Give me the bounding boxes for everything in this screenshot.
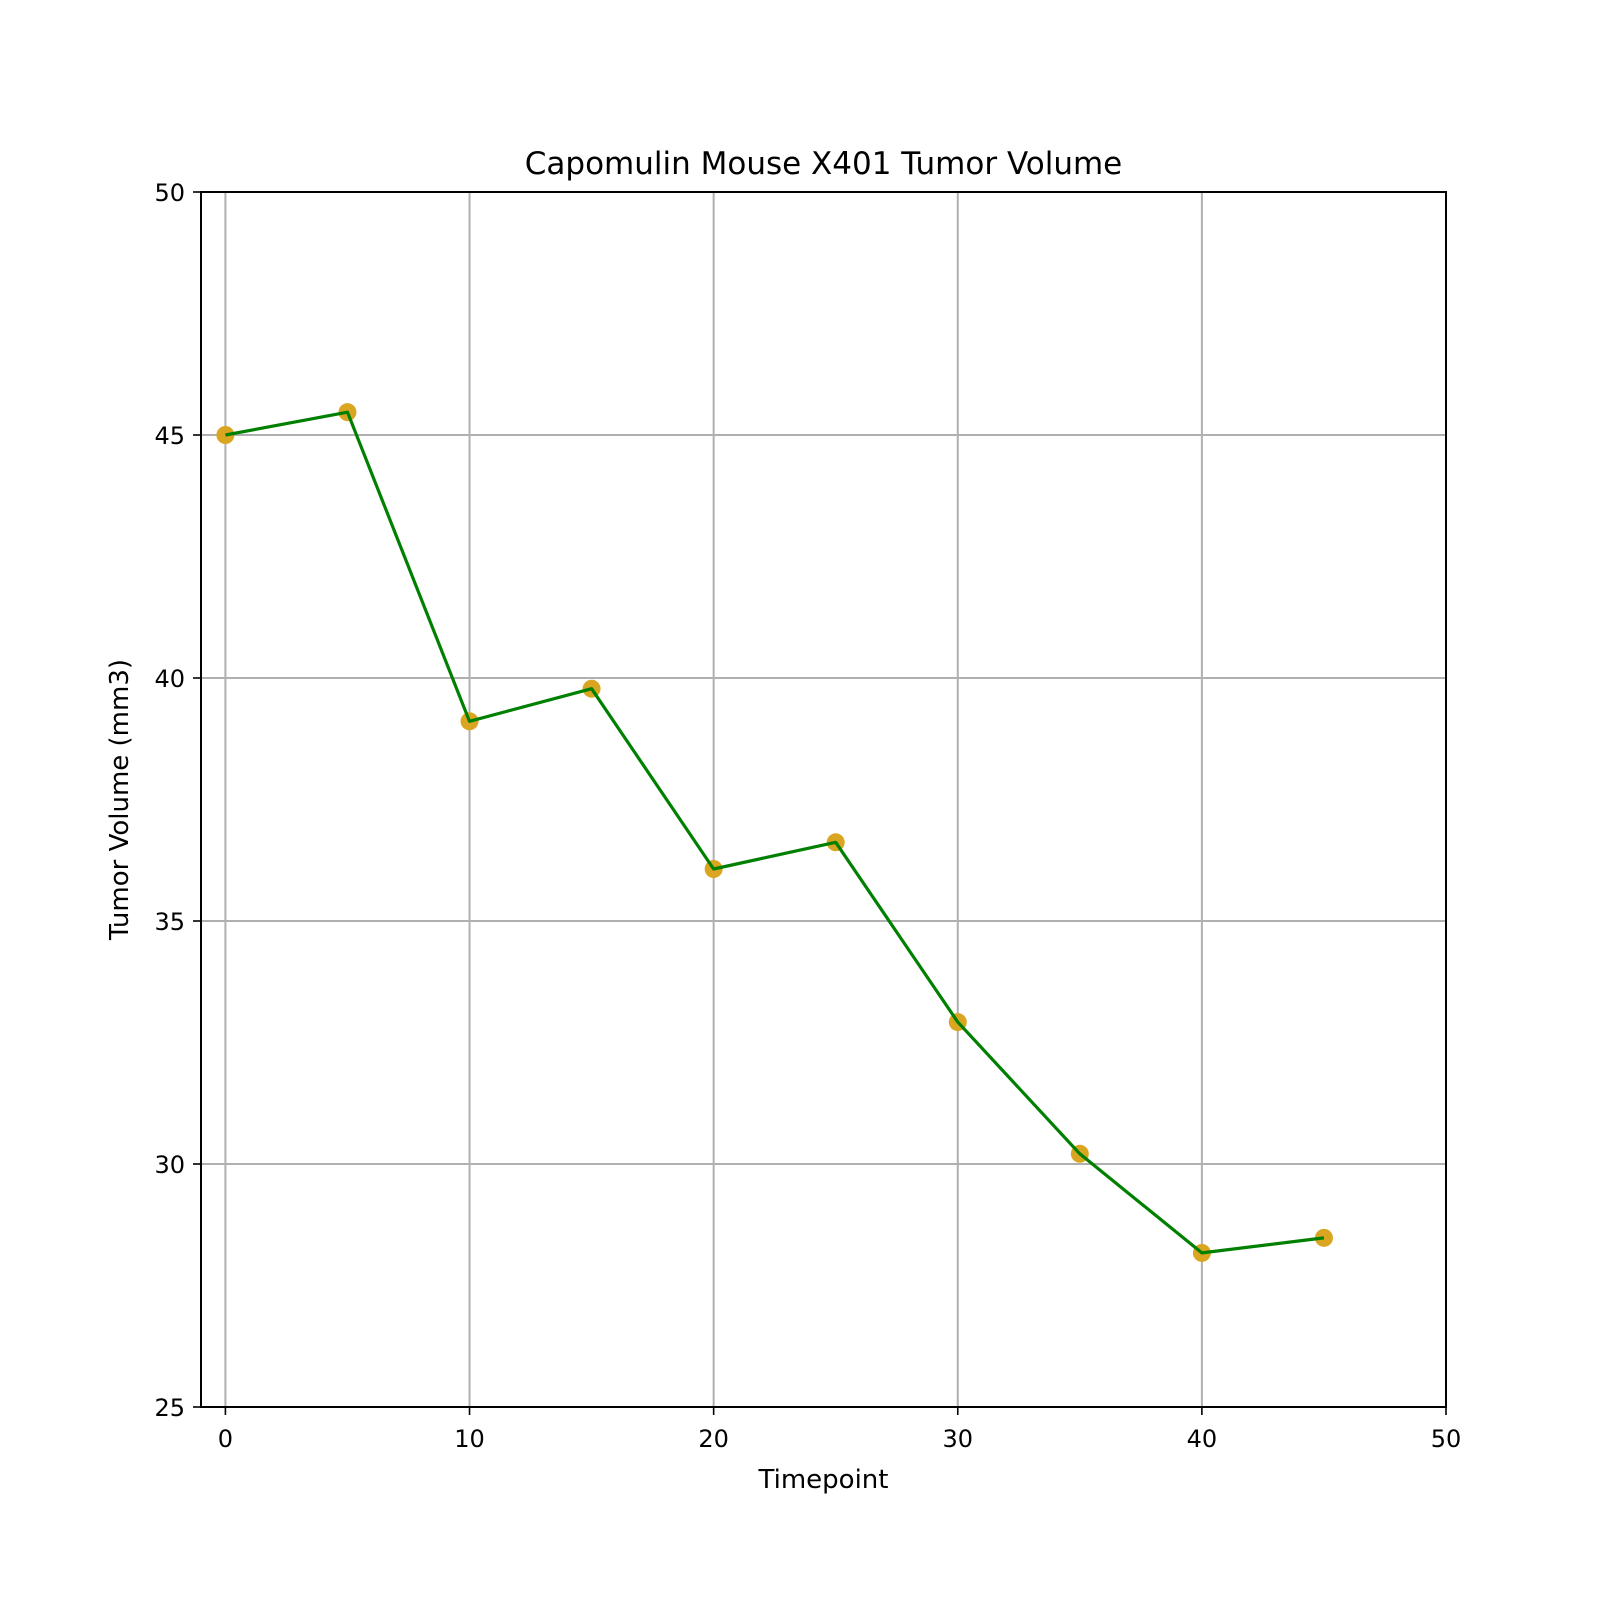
x-tick-label: 0 (218, 1425, 233, 1453)
series-line (225, 410, 1325, 1255)
y-tick-label: 40 (154, 665, 185, 693)
plot-frame (200, 191, 1447, 1408)
axis-ticks: 0 10 20 30 40 50 25 30 35 40 45 50 (154, 179, 1461, 1453)
data-markers (216, 403, 1333, 1262)
y-tick-label: 30 (154, 1151, 185, 1179)
y-tick-label: 35 (154, 908, 185, 936)
x-tick-label: 20 (698, 1425, 729, 1453)
y-tick-label: 50 (154, 179, 185, 207)
grid (201, 192, 1446, 1407)
series-line-group (225, 410, 1325, 1255)
x-axis-label: Timepoint (758, 1465, 889, 1495)
data-point (1314, 1228, 1333, 1247)
x-tick-label: 10 (454, 1425, 485, 1453)
y-tick-label: 25 (154, 1394, 185, 1422)
y-tick-label: 45 (154, 422, 185, 450)
x-tick-label: 30 (942, 1425, 973, 1453)
chart-title: Capomulin Mouse X401 Tumor Volume (525, 146, 1123, 182)
x-tick-label: 50 (1431, 1425, 1462, 1453)
y-axis-label: Tumor Volume (mm3) (105, 659, 135, 941)
x-tick-label: 40 (1187, 1425, 1218, 1453)
